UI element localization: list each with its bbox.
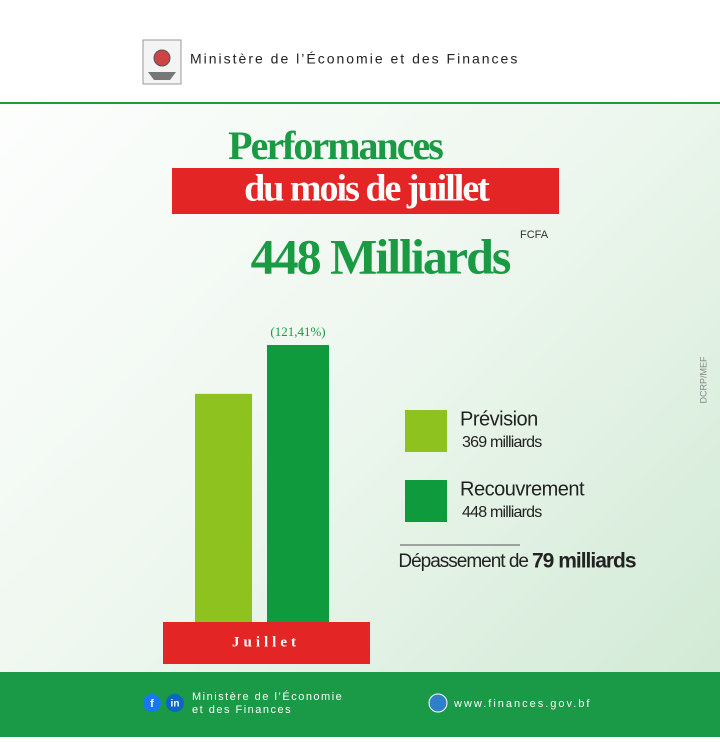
emblem	[142, 39, 182, 85]
legend-swatch	[405, 480, 447, 522]
value-label: 369 milliards	[462, 434, 542, 451]
value-label: 448 milliards	[462, 504, 542, 521]
total: 448 Milliards	[251, 228, 511, 284]
category-band	[163, 622, 370, 664]
plot: Prévision 369 milliards (121,41%) Recouvrem…	[163, 324, 586, 664]
legend-swatch	[405, 410, 447, 452]
subtitle-band	[172, 168, 559, 214]
bar	[267, 345, 329, 622]
note-prefix: Dépassement de	[398, 551, 528, 572]
facebook-glyph: f	[150, 698, 154, 710]
footer-ministry-2: et des Finances	[192, 704, 292, 716]
note-value: 79 milliards	[532, 550, 636, 573]
x-tick-label: Juillet	[232, 634, 300, 650]
linkedin-glyph: in	[171, 699, 180, 710]
website[interactable]: www.finances.gov.bf	[453, 698, 591, 710]
header-title: Ministère de l’Économie et des Finances	[190, 51, 519, 67]
legend-label: Recouvrement	[460, 478, 585, 500]
side-label: DCRP/MEF	[698, 356, 708, 404]
footer-band	[0, 672, 720, 737]
bar	[195, 393, 252, 622]
unit: FCFA	[520, 229, 549, 241]
header-band	[0, 0, 720, 102]
facebook-icon[interactable]	[143, 694, 161, 712]
chart-subtitle: du mois de juillet	[244, 168, 490, 210]
globe-icon[interactable]	[428, 693, 448, 713]
footer-ministry-1: Ministère de l’Économie	[192, 690, 343, 703]
linkedin-icon[interactable]	[166, 694, 184, 712]
chart-title: Performances	[228, 123, 443, 168]
bar-annotation: (121,41%)	[270, 324, 325, 339]
legend-label: Prévision	[460, 408, 538, 430]
